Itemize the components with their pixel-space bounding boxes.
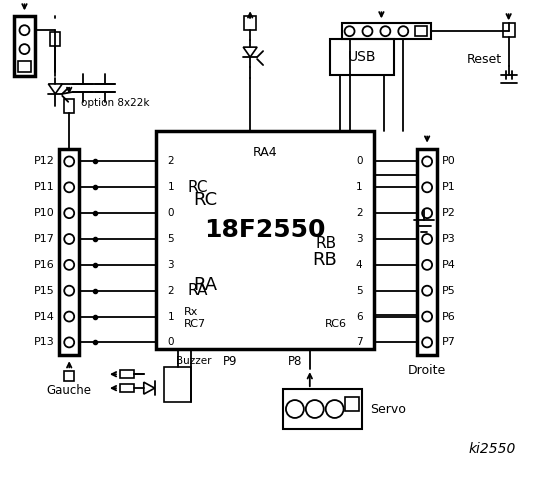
Text: P3: P3 [442, 234, 456, 244]
Bar [244, 16, 256, 30]
Text: 0: 0 [168, 337, 174, 348]
Text: P15: P15 [34, 286, 54, 296]
Text: P6: P6 [442, 312, 456, 322]
Circle shape [422, 312, 432, 322]
Circle shape [64, 182, 74, 192]
Text: 2: 2 [168, 286, 174, 296]
Circle shape [422, 182, 432, 192]
Text: P1: P1 [442, 182, 456, 192]
Text: RB: RB [316, 237, 337, 252]
Text: Servo: Servo [371, 403, 406, 416]
Circle shape [306, 400, 324, 418]
Circle shape [422, 337, 432, 348]
Bar [18, 61, 32, 72]
Circle shape [363, 26, 372, 36]
Bar [345, 397, 358, 411]
Circle shape [422, 156, 432, 167]
Circle shape [19, 44, 29, 54]
Text: 4: 4 [356, 260, 363, 270]
Circle shape [380, 26, 390, 36]
Text: P11: P11 [34, 182, 54, 192]
Text: RA: RA [187, 283, 208, 298]
Bar [283, 389, 363, 429]
Text: RA4: RA4 [253, 146, 278, 159]
Bar [330, 39, 394, 75]
Bar [13, 16, 35, 76]
Text: 1: 1 [168, 182, 174, 192]
Bar [342, 23, 431, 39]
Circle shape [64, 234, 74, 244]
Text: RC: RC [194, 191, 218, 209]
Bar [164, 367, 191, 402]
Text: P0: P0 [442, 156, 456, 167]
Text: 2: 2 [356, 208, 363, 218]
Bar [64, 371, 74, 381]
Polygon shape [48, 84, 62, 94]
Circle shape [326, 400, 343, 418]
Text: 1: 1 [356, 182, 363, 192]
Text: 0: 0 [168, 208, 174, 218]
Text: Gauche: Gauche [46, 384, 92, 396]
Text: 3: 3 [356, 234, 363, 244]
Text: RC6: RC6 [325, 319, 347, 328]
Circle shape [64, 208, 74, 218]
Text: Buzzer: Buzzer [176, 356, 211, 366]
Text: Droite: Droite [408, 364, 446, 377]
Text: RB: RB [312, 251, 337, 269]
Bar [64, 99, 74, 113]
Text: P12: P12 [33, 156, 54, 167]
Text: 5: 5 [168, 234, 174, 244]
Text: ki2550: ki2550 [469, 442, 517, 456]
Text: P13: P13 [34, 337, 54, 348]
Circle shape [64, 337, 74, 348]
Bar [120, 384, 134, 392]
Text: P10: P10 [34, 208, 54, 218]
Text: 3: 3 [168, 260, 174, 270]
Text: P14: P14 [33, 312, 54, 322]
Text: RA: RA [194, 276, 218, 294]
Text: RC7: RC7 [184, 319, 206, 328]
Bar [50, 32, 60, 46]
Circle shape [398, 26, 408, 36]
Circle shape [422, 260, 432, 270]
Bar [120, 370, 134, 378]
Text: Rx: Rx [184, 307, 198, 317]
Circle shape [64, 260, 74, 270]
Circle shape [19, 25, 29, 35]
Circle shape [64, 286, 74, 296]
Text: 7: 7 [356, 337, 363, 348]
Bar [503, 23, 515, 37]
Text: P4: P4 [442, 260, 456, 270]
Circle shape [422, 234, 432, 244]
Text: P9: P9 [223, 355, 238, 368]
Text: 0: 0 [356, 156, 363, 167]
Text: P5: P5 [442, 286, 456, 296]
Text: P7: P7 [442, 337, 456, 348]
Bar [415, 26, 427, 36]
Text: P16: P16 [34, 260, 54, 270]
Text: 18F2550: 18F2550 [204, 218, 326, 242]
Circle shape [345, 26, 354, 36]
Circle shape [286, 400, 304, 418]
Bar [417, 148, 437, 355]
Text: 5: 5 [356, 286, 363, 296]
Text: 6: 6 [356, 312, 363, 322]
Bar [156, 131, 374, 349]
Text: 2: 2 [168, 156, 174, 167]
Polygon shape [243, 47, 257, 57]
Text: 1: 1 [168, 312, 174, 322]
Bar [59, 148, 79, 355]
Text: USB: USB [348, 50, 376, 64]
Text: option 8x22k: option 8x22k [81, 98, 150, 108]
Text: RC: RC [187, 180, 208, 195]
Circle shape [422, 286, 432, 296]
Text: P8: P8 [288, 355, 302, 368]
Text: Reset: Reset [467, 52, 502, 66]
Circle shape [422, 208, 432, 218]
Text: P17: P17 [33, 234, 54, 244]
Circle shape [64, 312, 74, 322]
Text: P2: P2 [442, 208, 456, 218]
Circle shape [64, 156, 74, 167]
Polygon shape [144, 382, 155, 394]
